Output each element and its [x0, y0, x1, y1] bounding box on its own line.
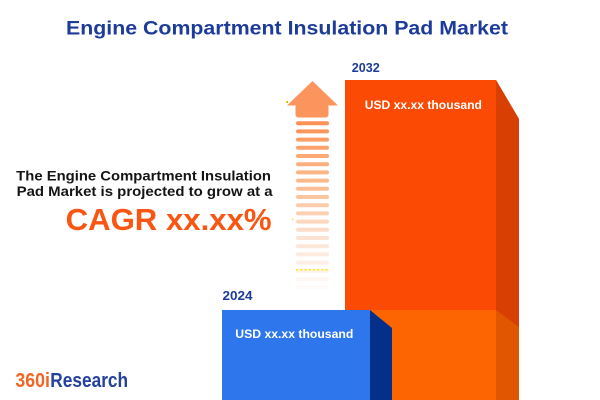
svg-text:Engine Compartment Insulation: Engine Compartment Insulation Pad Market: [66, 17, 509, 39]
svg-text:Pad Market is projected to gro: Pad Market is projected to grow at a: [17, 184, 273, 199]
svg-text:2032: 2032: [352, 61, 380, 75]
svg-text:Research: Research: [50, 370, 128, 392]
svg-text:360i: 360i: [15, 370, 50, 392]
svg-text:The Engine Compartment Insulat: The Engine Compartment Insulation: [16, 169, 271, 184]
svg-text:USD xx.xx thousand: USD xx.xx thousand: [235, 327, 353, 341]
svg-text:CAGR xx.xx%: CAGR xx.xx%: [66, 202, 272, 237]
svg-text:USD xx.xx thousand: USD xx.xx thousand: [365, 98, 482, 112]
svg-text:2024: 2024: [223, 289, 253, 303]
